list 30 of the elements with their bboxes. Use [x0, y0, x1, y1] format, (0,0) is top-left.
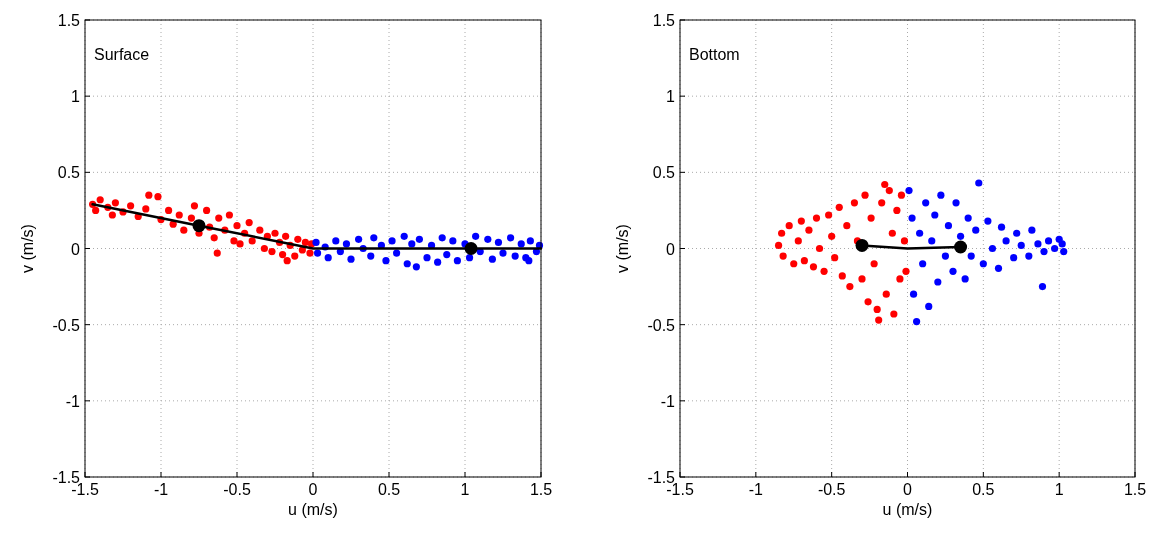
y-tick-label: 0 [666, 240, 676, 258]
y-axis-title: v (m/s) [19, 224, 36, 273]
x-tick-label: 0.5 [377, 481, 401, 498]
x-tick-label: 0.5 [972, 481, 995, 498]
y-tick-label: 0 [71, 240, 81, 258]
y-tick-label: -0.5 [647, 316, 676, 334]
x-tick-label: -1 [153, 481, 169, 498]
x-tick-label: 1 [1054, 481, 1064, 498]
annotation: Surface [94, 46, 150, 63]
x-axis-title: u (m/s) [288, 501, 338, 518]
y-tick-label: 1.5 [57, 12, 81, 29]
x-tick-label: 1.5 [529, 481, 553, 498]
x-tick-label: 1 [460, 481, 470, 498]
y-tick-label: 1 [71, 88, 81, 106]
x-axis-title: u (m/s) [882, 501, 933, 518]
y-tick-label: -1 [660, 392, 676, 410]
y-tick-label: 1 [666, 88, 676, 106]
x-tick-label: -0.5 [817, 481, 846, 498]
x-tick-label: 1.5 [1123, 481, 1147, 498]
y-tick-label: 1.5 [652, 12, 676, 29]
y-tick-label: -1 [65, 392, 81, 410]
x-tick-label: -0.5 [223, 481, 251, 498]
x-tick-label: 0 [308, 481, 318, 498]
y-tick-label: 0.5 [652, 164, 676, 182]
annotation: Bottom [689, 46, 740, 63]
y-axis-title: v (m/s) [614, 224, 631, 273]
x-tick-label: -1 [748, 481, 764, 498]
y-tick-label: -0.5 [52, 316, 81, 334]
y-tick-label: 0.5 [57, 164, 81, 182]
x-tick-label: 0 [903, 481, 913, 498]
